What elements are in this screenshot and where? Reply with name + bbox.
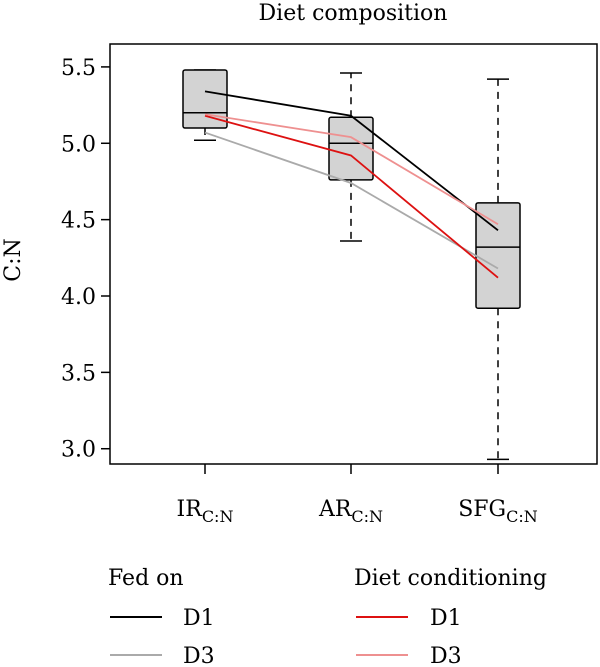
legend-label-conditioning-d3: D3 xyxy=(430,644,462,667)
x-tick-label-0: IRC:N xyxy=(177,497,234,526)
box-0 xyxy=(182,69,228,129)
legend-title-diet-conditioning: Diet conditioning xyxy=(354,566,547,591)
series-line-3 xyxy=(204,113,499,225)
x-tick-label-2: SFGC:N xyxy=(458,497,538,526)
legend-label-fed-on-d3: D3 xyxy=(183,644,215,667)
y-tick-label-0: 5.5 xyxy=(61,56,96,81)
plot-frame xyxy=(109,43,598,465)
legend-title-fed-on: Fed on xyxy=(108,566,184,591)
y-tick-label-5: 3.0 xyxy=(61,438,96,463)
y-tick-label-1: 5.0 xyxy=(61,132,96,157)
series-line-2 xyxy=(204,114,499,279)
chart-title: Diet composition xyxy=(259,1,448,26)
y-axis-label: C:N xyxy=(1,238,26,282)
legend: Fed on Diet conditioning D1 D3 D1 D3 xyxy=(108,566,547,667)
series-line-0 xyxy=(204,90,499,232)
y-tick-label-3: 4.0 xyxy=(61,285,96,310)
legend-label-conditioning-d1: D1 xyxy=(430,606,462,631)
y-tick-label-2: 4.5 xyxy=(61,209,96,234)
series-line-1 xyxy=(204,131,499,270)
x-tick-label-1: ARC:N xyxy=(318,497,383,526)
y-tick-label-4: 3.5 xyxy=(61,361,96,386)
legend-label-fed-on-d1: D1 xyxy=(183,606,215,631)
plot-area: 5.5 5.0 4.5 4.0 3.5 3.0 IRC:N ARC:N SFGC:N xyxy=(61,43,598,526)
